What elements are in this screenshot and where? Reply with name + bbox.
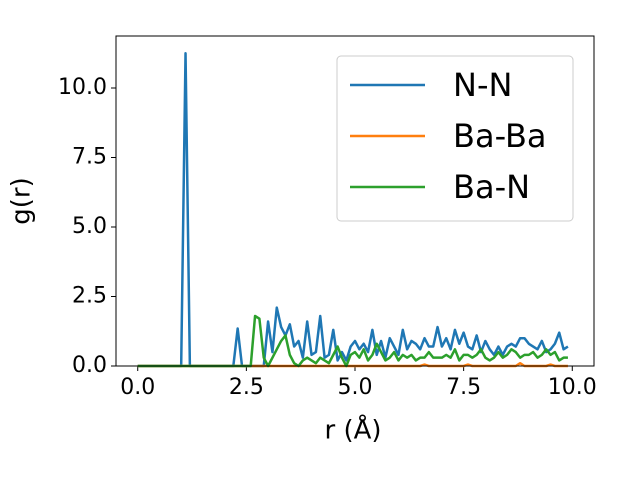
y-tick-label: 5.0 — [72, 214, 107, 239]
y-tick-label: 2.5 — [72, 283, 107, 308]
plot-frame — [115, 35, 595, 367]
legend-label: Ba-N — [453, 168, 530, 206]
x-tick-label: 5.0 — [338, 375, 373, 400]
x-tick-label: 2.5 — [229, 375, 264, 400]
y-tick-label: 7.5 — [72, 144, 107, 169]
data-line — [137, 314, 568, 368]
legend-label: Ba-Ba — [453, 117, 547, 155]
legend-label: N-N — [453, 66, 512, 104]
x-tick-label: 10.0 — [548, 375, 597, 400]
y-tick-label: 0.0 — [72, 353, 107, 378]
x-tick-label: 0.0 — [120, 375, 155, 400]
y-axis-label: g(r) — [7, 177, 37, 224]
y-tick-label: 10.0 — [58, 75, 107, 100]
legend-box — [336, 55, 574, 222]
x-axis-label: r (Å) — [324, 414, 381, 446]
x-tick-label: 7.5 — [446, 375, 481, 400]
